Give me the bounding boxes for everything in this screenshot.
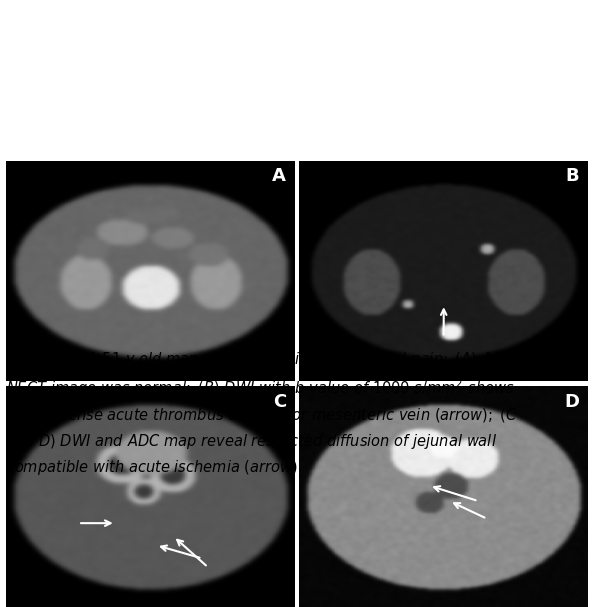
Text: C: C — [273, 393, 286, 411]
Text: D: D — [564, 393, 579, 411]
Text: $\bf{Figure\ 4.}$ $\it{A\ 51\ y\ old\ man\ with\ generalized\ abdominal\ pain;\ : $\bf{Figure\ 4.}$ $\it{A\ 51\ y\ old\ ma… — [6, 350, 519, 478]
Text: B: B — [565, 168, 579, 186]
Text: A: A — [272, 168, 286, 186]
